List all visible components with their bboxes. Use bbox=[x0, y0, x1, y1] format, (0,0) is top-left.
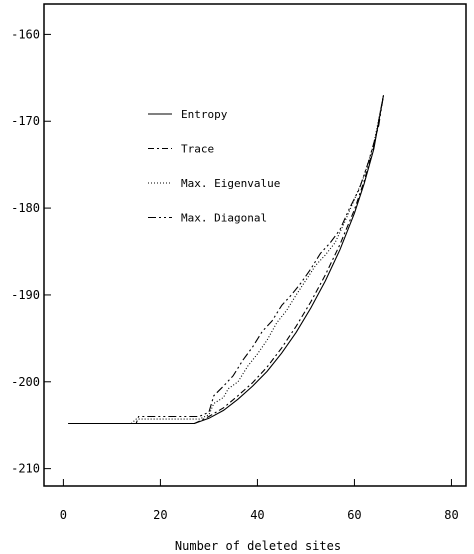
series-line-trace bbox=[68, 95, 385, 425]
legend: Entropy Trace Max. Eigenvalue Max. Diagonal bbox=[148, 108, 280, 225]
x-tick-label: 40 bbox=[250, 508, 264, 522]
legend-label: Max. Diagonal bbox=[181, 212, 267, 225]
x-tick-label: 60 bbox=[347, 508, 361, 522]
y-tick-label: -160 bbox=[11, 27, 40, 41]
y-tick-label: -210 bbox=[11, 462, 40, 476]
y-tick-label: -190 bbox=[11, 288, 40, 302]
series-line-max-diagonal bbox=[68, 95, 385, 425]
y-tick-label: -200 bbox=[11, 375, 40, 389]
x-tick-label: 20 bbox=[153, 508, 167, 522]
series-layer bbox=[68, 95, 385, 425]
x-tick-label: 80 bbox=[444, 508, 458, 522]
x-axis-title: Number of deleted sites bbox=[175, 539, 341, 553]
legend-label: Max. Eigenvalue bbox=[181, 177, 280, 190]
plot-frame bbox=[43, 3, 467, 487]
y-tick-label: -180 bbox=[11, 201, 40, 215]
y-axis: -160 -170 -180 -190 -200 -210 bbox=[11, 27, 51, 476]
legend-label: Trace bbox=[181, 143, 214, 156]
legend-label: Entropy bbox=[181, 108, 228, 121]
series-line-max-eigenvalue bbox=[68, 95, 385, 425]
x-axis: 0 20 40 60 80 bbox=[60, 479, 459, 522]
x-tick-label: 0 bbox=[60, 508, 67, 522]
y-tick-label: -170 bbox=[11, 114, 40, 128]
series-line-entropy bbox=[68, 95, 385, 425]
